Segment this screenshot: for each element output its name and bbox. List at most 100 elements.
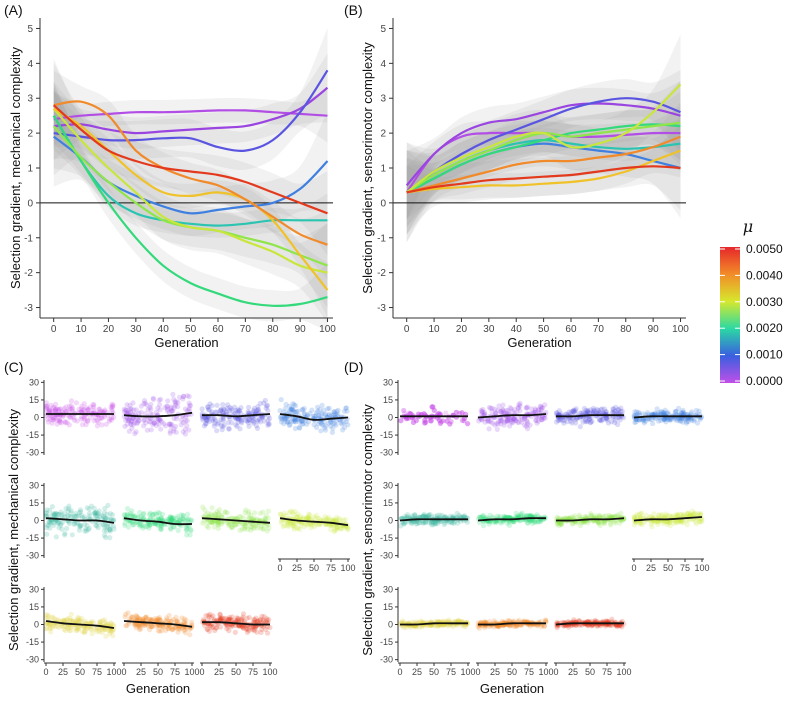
scatter-point	[66, 403, 72, 409]
scatter-point	[169, 408, 175, 414]
scatter-point	[451, 520, 457, 526]
scatter-point	[228, 405, 234, 412]
scatter-point	[233, 407, 239, 414]
scatter-point	[267, 415, 273, 421]
scatter-point	[90, 401, 96, 407]
scatter-point	[146, 418, 152, 425]
y-tick-label: -30	[26, 448, 39, 458]
scatter-point	[329, 413, 335, 419]
scatter-point	[203, 421, 209, 427]
scatter-point	[213, 409, 219, 415]
confidence-band-0.0020	[53, 88, 328, 248]
scatter-point	[164, 516, 170, 522]
scatter-point	[157, 416, 163, 422]
scatter-point	[44, 408, 50, 414]
scatter-point	[162, 405, 168, 411]
x-tick-label: 25	[490, 667, 500, 677]
facet-0.0015	[277, 397, 351, 435]
facet-0.0020: -30 -15 0 15 30	[26, 480, 117, 561]
scatter-point	[81, 401, 87, 407]
scatter-point	[242, 417, 249, 423]
scatter-point	[212, 416, 218, 422]
scatter-point	[81, 416, 87, 422]
scatter-point	[266, 421, 272, 427]
x-tick-label: 50	[663, 563, 673, 573]
scatter-point	[615, 421, 621, 428]
scatter-point	[182, 414, 189, 420]
scatter-point	[102, 414, 108, 420]
scatter-point	[246, 404, 252, 410]
confidence-band-0.0010	[53, 28, 328, 176]
scatter-point	[51, 416, 58, 422]
scatter-point	[588, 513, 594, 519]
x-tick-label: 75	[248, 667, 258, 677]
scatter-point	[237, 426, 243, 432]
scatter-point	[214, 428, 220, 434]
scatter-point	[228, 623, 234, 629]
x-tick-label: 75	[326, 563, 336, 573]
scatter-point	[309, 407, 315, 413]
y-tick-label: 30	[383, 377, 393, 387]
scatter-point	[164, 404, 170, 410]
scatter-point	[507, 405, 513, 411]
confidence-band-0.0045	[406, 102, 681, 227]
scatter-point	[168, 421, 174, 427]
y-tick-label: -15	[380, 637, 393, 647]
scatter-point	[168, 526, 174, 532]
x-tick-label: 90	[648, 324, 660, 335]
scatter-point	[295, 416, 301, 422]
scatter-point	[155, 405, 161, 411]
scatter-point	[85, 407, 91, 414]
y-tick-label: 30	[29, 377, 39, 387]
x-tick-label: 0	[121, 667, 126, 677]
scatter-point	[204, 418, 210, 424]
scatter-point	[78, 406, 85, 412]
scatter-point	[258, 629, 264, 636]
scatter-point	[58, 420, 64, 426]
scatter-point	[122, 407, 129, 413]
scatter-point	[109, 414, 115, 421]
scatter-point	[109, 406, 115, 412]
series-line-0.0040	[406, 149, 681, 194]
scatter-point	[649, 524, 655, 530]
x-tick-label: 100	[340, 563, 355, 573]
confidence-bands	[406, 34, 681, 243]
scatter-point	[263, 405, 269, 411]
scatter-point	[286, 403, 293, 409]
scatter-point	[577, 424, 583, 430]
scatter-point	[542, 402, 548, 408]
scatter-point	[108, 417, 115, 423]
scatter-point	[205, 525, 211, 531]
scatter-point	[46, 408, 52, 414]
scatter-point	[330, 425, 336, 431]
facet-0.0030	[554, 510, 627, 529]
scatter-point	[184, 418, 190, 424]
scatter-point	[155, 418, 161, 424]
y-tick-label: 30	[383, 584, 393, 594]
scatter-point	[258, 415, 265, 421]
scatter-point	[56, 417, 63, 423]
scatter-point	[203, 421, 209, 427]
x-tick-label: 100	[694, 563, 709, 573]
scatter-point	[186, 427, 192, 433]
scatter-point	[305, 412, 311, 418]
scatter-point	[47, 416, 53, 422]
x-tick-label: 25	[292, 563, 302, 573]
scatter-point	[257, 400, 263, 406]
scatter-point	[284, 419, 290, 425]
scatter-point	[186, 394, 192, 400]
x-tick-label: 25	[412, 667, 422, 677]
scatter-point	[44, 404, 50, 410]
scatter-point	[56, 406, 63, 412]
scatter-point	[246, 614, 252, 621]
y-tick-label: -30	[26, 551, 39, 561]
scatter-point	[204, 417, 210, 423]
scatter-point	[129, 418, 135, 424]
scatter-point	[643, 512, 649, 518]
scatter-point	[83, 528, 89, 534]
scatter-point	[147, 411, 154, 417]
scatter-point	[207, 418, 213, 424]
scatter-point	[250, 409, 256, 415]
x-tick-label: 80	[267, 324, 279, 335]
scatter-point	[299, 421, 305, 427]
